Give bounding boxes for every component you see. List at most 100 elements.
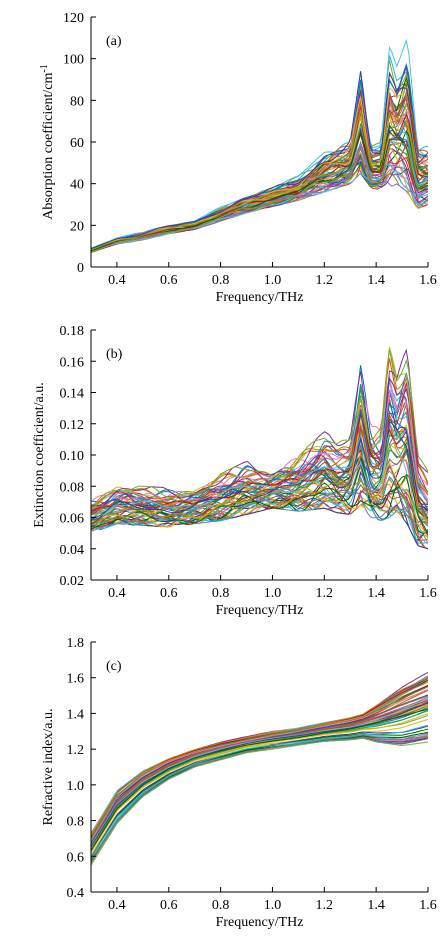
series-line [91,420,428,515]
series-line [91,678,428,837]
x-tick-label: 0.4 [108,586,126,601]
y-tick-label: 1.8 [67,636,85,651]
panel-label: (b) [106,347,123,362]
series-group [91,671,428,866]
series-line [91,671,428,834]
series-group [91,38,428,253]
x-tick-label: 0.6 [160,898,178,913]
series-group [91,347,428,550]
y-tick-label: 120 [63,11,84,26]
y-tick-label: 40 [70,178,84,193]
y-tick-label: 1.4 [67,707,85,722]
y-axis-label: Absorption coefficient/cm-1 [39,64,57,219]
series-line [91,736,428,864]
series-line [91,377,428,512]
x-tick-label: 0.4 [108,273,126,288]
series-line [91,679,428,837]
y-axis-label-superscript: -1 [39,64,50,72]
x-tick-label: 1.0 [264,273,282,288]
series-line [91,737,428,866]
series-line [91,66,428,250]
y-tick-label: 1.6 [67,672,85,687]
series-line [91,78,428,251]
series-line [91,475,428,526]
series-line [91,735,428,863]
series-line [91,94,428,251]
series-line [91,676,428,836]
y-tick-label: 0.8 [67,815,85,830]
series-line [91,686,428,840]
series-line [91,348,428,507]
series-line [91,471,428,550]
series-line [91,708,428,851]
y-tick-label: 0.08 [60,480,85,495]
panel-label: (c) [106,659,122,674]
series-line [91,737,428,864]
series-line [91,460,428,539]
series-line [91,78,428,250]
series-line [91,390,428,522]
series-line [91,735,428,863]
y-tick-label: 1.0 [67,779,85,794]
x-tick-label: 1.2 [316,586,334,601]
series-line [91,94,428,251]
panel-a: 0.4 0.6 0.8 1.0 1.2 1.4 1.6 0 20 40 60 80 100 120 Freq… [39,11,437,305]
x-tick-label: 1.2 [316,273,334,288]
series-line [91,463,428,534]
y-tick-label: 1.2 [67,743,85,758]
x-tick-label: 1.4 [367,273,385,288]
x-tick-label: 0.6 [160,586,178,601]
x-axis-label: Frequency/THz [216,915,304,930]
y-axis-label: Refractive index/a.u. [41,708,56,825]
series-line [91,142,428,253]
series-line [91,71,428,250]
series-line [91,679,428,838]
series-line [91,734,428,863]
series-line [91,675,428,835]
series-line [91,62,428,249]
x-tick-label: 0.6 [160,273,178,288]
series-line [91,677,428,837]
x-tick-label: 1.4 [367,586,385,601]
x-tick-label: 0.8 [212,898,230,913]
panel-b: 0.4 0.6 0.8 1.0 1.2 1.4 1.6 0.02 0.04 0.06 0.08 0.1… [32,324,437,618]
series-line [91,349,428,510]
series-line [91,675,428,835]
x-tick-label: 1.6 [419,586,437,601]
panel-c: 0.4 0.6 0.8 1.0 1.2 1.4 1.6 0.4 0.6 0.8 1.0 1.2 1.4 1… [41,636,437,930]
y-axis-label: Extinction coefficient/a.u. [32,382,47,528]
series-line [91,698,428,846]
series-line [91,421,428,519]
x-tick-label: 0.8 [212,273,230,288]
series-line [91,713,428,853]
y-tick-label: 60 [70,136,84,151]
series-line [91,473,428,534]
y-tick-label: 0.02 [60,574,85,589]
x-axis-label: Frequency/THz [216,603,304,618]
series-line [91,109,428,251]
series-line [91,724,428,859]
series-line [91,113,428,252]
y-tick-label: 0.10 [60,449,85,464]
y-tick-label: 0.16 [60,355,85,370]
y-tick-label: 0.04 [60,543,85,558]
y-tick-label: 0.12 [60,418,85,433]
x-tick-label: 1.0 [264,898,282,913]
x-tick-label: 0.4 [108,898,126,913]
series-line [91,101,428,251]
x-tick-label: 1.0 [264,586,282,601]
series-line [91,347,428,511]
y-tick-label: 0.18 [60,324,85,339]
series-line [91,413,428,512]
panel-label: (a) [106,34,122,49]
y-tick-label: 0.4 [67,886,85,901]
x-tick-label: 1.6 [419,898,437,913]
x-axis-label: Frequency/THz [216,290,304,305]
x-tick-label: 1.6 [419,273,437,288]
series-line [91,55,428,250]
y-tick-label: 80 [70,94,84,109]
series-line [91,688,428,841]
series-line [91,459,428,545]
series-line [91,402,428,519]
